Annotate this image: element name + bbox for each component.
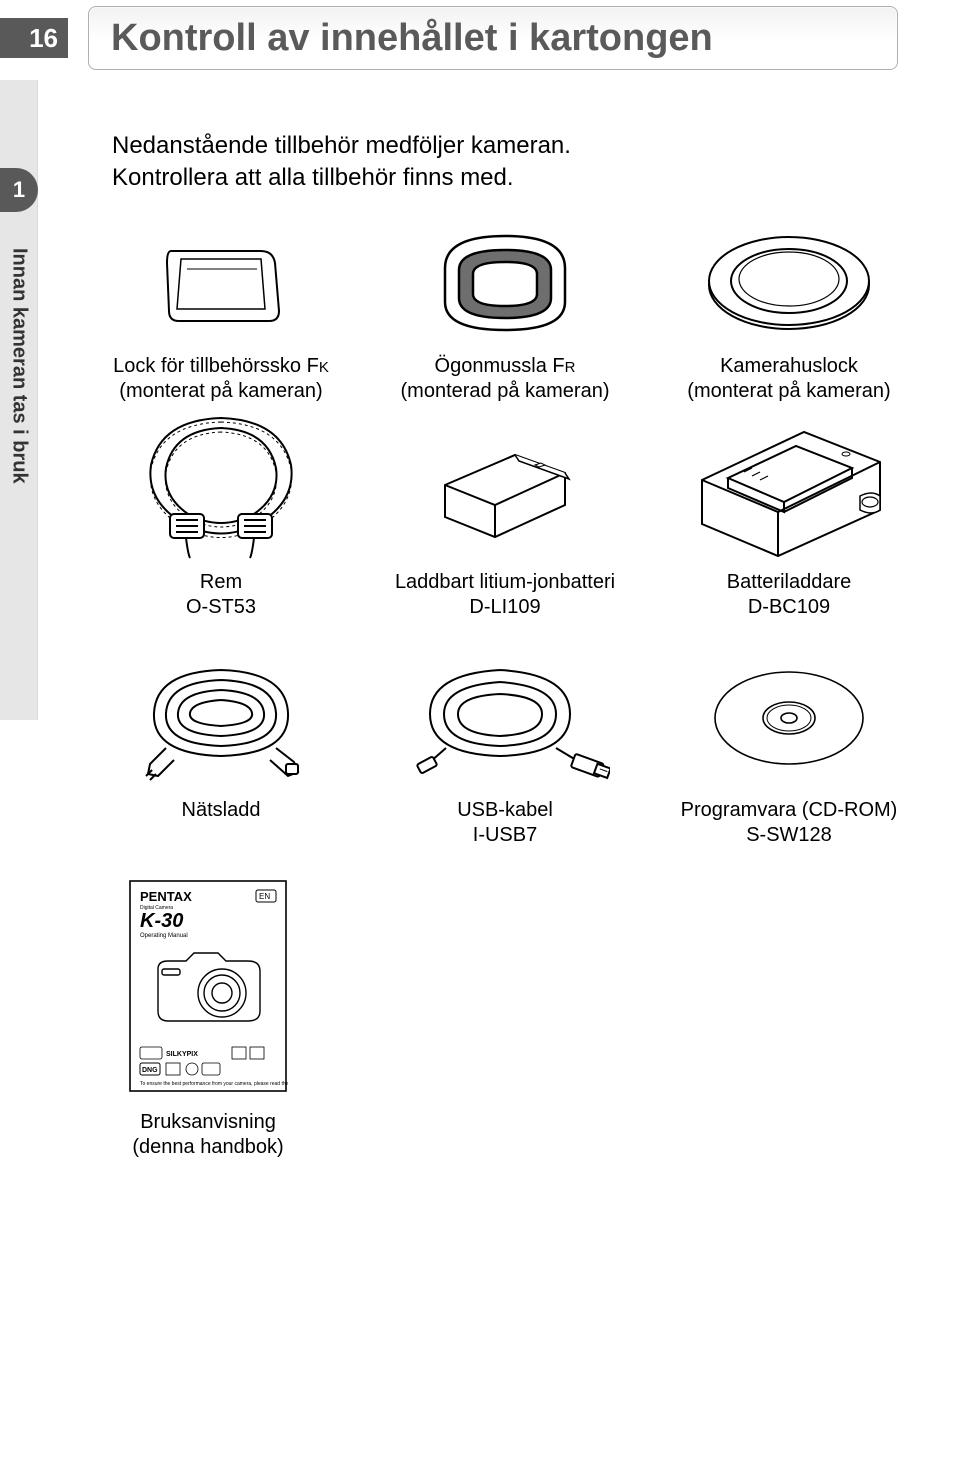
item-eyecup: Ögonmussla FR (monterad på kameran) [374,222,636,404]
eyecup-label: Ögonmussla FR (monterad på kameran) [374,354,636,404]
battery-label: Laddbart litium-jonbatteri D-LI109 [374,570,636,620]
svg-text:SILKYPIX: SILKYPIX [166,1051,198,1058]
intro-text: Nedanstående tillbehör medföljer kameran… [112,130,832,195]
item-battery: Laddbart litium-jonbatteri D-LI109 [374,410,636,620]
manual-brand-text: PENTAX [140,889,192,904]
chapter-number: 1 [13,177,25,203]
item-manual: PENTAX EN Digital Camera K-30 Operating … [108,876,308,1160]
svg-text:Operating Manual: Operating Manual [140,933,188,939]
spine-label: Innan kameran tas i bruk [0,248,38,708]
intro-line2: Kontrollera att alla tillbehör finns med… [112,162,832,194]
row-2: Rem O-ST53 Laddbart litium-jonbatteri D-… [90,410,920,620]
usb-label: USB-kabel I-USB7 [374,798,636,848]
page-title: Kontroll av innehållet i kartongen [111,17,713,60]
accord-label: Nätsladd [90,798,352,823]
item-cd: Programvara (CD-ROM) S-SW128 [658,648,920,848]
manual-label: Bruksanvisning (denna handbok) [108,1110,308,1160]
intro-line1: Nedanstående tillbehör medföljer kameran… [112,130,832,162]
svg-text:To ensure the best performance: To ensure the best performance from your… [140,1081,288,1087]
charger-label: Batteriladdare D-BC109 [658,570,920,620]
cd-label: Programvara (CD-ROM) S-SW128 [658,798,920,848]
usb-illustration [374,648,636,788]
charger-illustration [658,410,920,560]
manual-illustration: PENTAX EN Digital Camera K-30 Operating … [108,876,308,1096]
strap-label: Rem O-ST53 [90,570,352,620]
item-accord: Nätsladd [90,648,352,848]
eyecup-illustration [374,222,636,344]
strap-illustration [90,410,352,560]
row-1: Lock för tillbehörssko FK (monterat på k… [90,222,920,404]
page-number: 16 [29,23,58,54]
row-3: Nätsladd [90,648,920,848]
cd-illustration [658,648,920,788]
item-bodycap: Kamerahuslock (monterat på kameran) [658,222,920,404]
svg-text:K-30: K-30 [140,910,183,932]
svg-text:DNG: DNG [142,1067,158,1074]
battery-illustration [374,410,636,560]
accord-illustration [90,648,352,788]
bodycap-illustration [658,222,920,344]
svg-text:EN: EN [259,892,270,901]
page-number-box: 16 [0,18,68,58]
item-charger: Batteriladdare D-BC109 [658,410,920,620]
hotshoe-label: Lock för tillbehörssko FK (monterat på k… [90,354,352,404]
item-usb: USB-kabel I-USB7 [374,648,636,848]
bodycap-label: Kamerahuslock (monterat på kameran) [658,354,920,404]
item-hotshoe: Lock för tillbehörssko FK (monterat på k… [90,222,352,404]
item-strap: Rem O-ST53 [90,410,352,620]
title-tab: Kontroll av innehållet i kartongen [88,6,898,70]
hotshoe-illustration [90,222,352,344]
